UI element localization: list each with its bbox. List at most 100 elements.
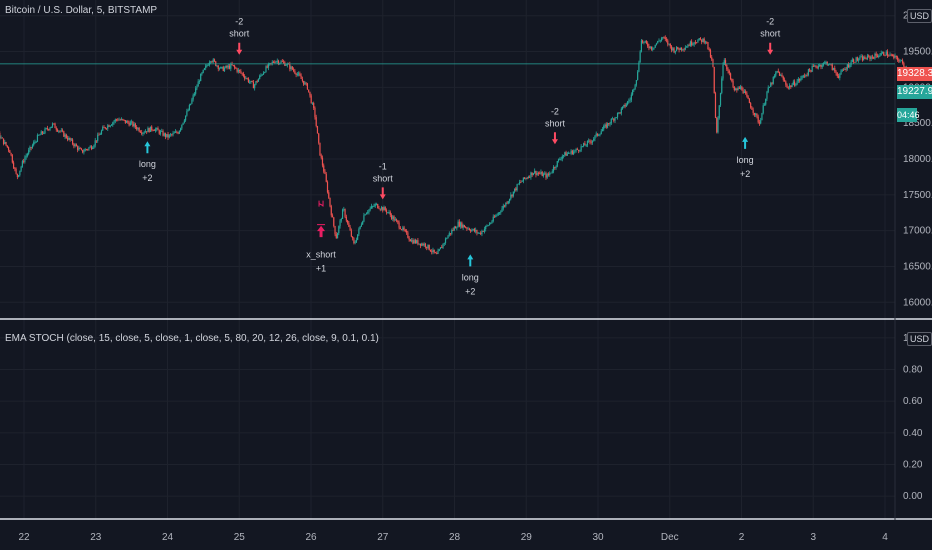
candle-body <box>697 40 699 43</box>
candle-body <box>903 63 905 67</box>
candle-body <box>473 228 476 232</box>
candle-body <box>275 61 277 63</box>
candle-body <box>539 173 541 175</box>
candle-body <box>721 78 723 93</box>
short-arrow-icon <box>236 42 243 55</box>
candle-body <box>579 150 581 152</box>
candle-body <box>644 41 646 42</box>
candle-body <box>143 132 145 134</box>
candle-body <box>144 131 147 133</box>
candle-body <box>492 216 494 222</box>
candle-body <box>861 56 863 61</box>
candle-body <box>100 130 103 135</box>
candle-body <box>55 128 57 130</box>
candle-body <box>98 134 100 136</box>
candle-body <box>380 207 383 210</box>
candle-body <box>87 149 89 151</box>
x-tick-label: 28 <box>449 532 461 543</box>
candle-body <box>743 91 745 93</box>
candle-body <box>203 68 206 70</box>
candle-body <box>512 191 514 197</box>
candle-body <box>152 130 154 131</box>
candle-body <box>505 202 507 207</box>
candle-body <box>233 65 236 68</box>
candle-body <box>654 44 656 48</box>
candle-body <box>433 249 435 253</box>
candle-body <box>481 231 483 235</box>
signal-qty-label: +2 <box>142 173 152 183</box>
candle-body <box>251 80 253 83</box>
candle-body <box>626 101 629 105</box>
candle-body <box>257 78 260 82</box>
candle-body <box>457 221 459 228</box>
candle-body <box>467 228 469 230</box>
candle-body <box>65 134 67 138</box>
candle-body <box>736 88 738 91</box>
candle-body <box>362 221 364 225</box>
candle-body <box>751 107 753 110</box>
candle-body <box>747 96 749 99</box>
signal-qty-label: +1 <box>316 264 326 274</box>
candle-body <box>331 215 334 218</box>
candle-body <box>280 61 282 63</box>
candle-body <box>23 161 25 162</box>
candle-body <box>635 79 637 85</box>
candle-body <box>782 76 784 80</box>
candle-body <box>45 128 47 129</box>
candle-body <box>28 150 30 154</box>
candle-body <box>31 145 34 148</box>
y-tick-label: 17000.00 <box>903 226 932 237</box>
signal-type-label: long <box>462 272 479 282</box>
candle-body <box>496 214 498 216</box>
candle-body <box>537 173 540 174</box>
candle-body <box>704 41 707 43</box>
candle-body <box>879 55 881 57</box>
candle-body <box>398 222 400 228</box>
indicator-currency-button[interactable]: USD <box>907 332 932 346</box>
candle-body <box>4 141 6 144</box>
candle-body <box>211 61 213 63</box>
y-tick-label: 17500.00 <box>903 190 932 201</box>
candle-body <box>596 133 599 136</box>
candle-body <box>770 83 772 87</box>
candle-body <box>112 122 114 125</box>
candle-body <box>336 233 339 239</box>
currency-button[interactable]: USD <box>907 9 932 23</box>
candle-body <box>146 131 148 133</box>
candle-body <box>70 139 72 141</box>
candle-body <box>748 98 750 104</box>
candle-body <box>795 84 797 86</box>
candle-body <box>810 70 812 72</box>
candle-body <box>235 67 237 69</box>
candle-body <box>854 62 856 63</box>
candle-body <box>576 149 578 150</box>
candle-body <box>589 140 591 142</box>
candle-body <box>231 64 233 65</box>
candle-body <box>250 80 252 82</box>
candle-body <box>84 149 86 152</box>
candle-body <box>359 226 361 229</box>
candle-body <box>402 227 404 230</box>
candle-body <box>498 212 501 214</box>
candle-body <box>276 60 278 62</box>
candle-body <box>97 134 99 141</box>
candle-body <box>525 177 527 179</box>
x-tick-label: Dec <box>661 532 679 543</box>
candle-body <box>49 128 51 130</box>
candle-body <box>370 206 373 209</box>
candle-body <box>360 224 363 227</box>
candle-body <box>615 117 617 119</box>
candle-body <box>722 64 724 79</box>
candle-body <box>536 173 538 175</box>
candle-body <box>760 120 762 124</box>
candle-body <box>443 243 445 244</box>
candle-body <box>46 128 49 130</box>
y-tick-label: 19500.00 <box>903 47 932 58</box>
candle-body <box>58 130 60 132</box>
candle-body <box>447 235 449 239</box>
candle-body <box>878 55 880 58</box>
candle-body <box>73 143 75 147</box>
candle-body <box>320 155 322 158</box>
